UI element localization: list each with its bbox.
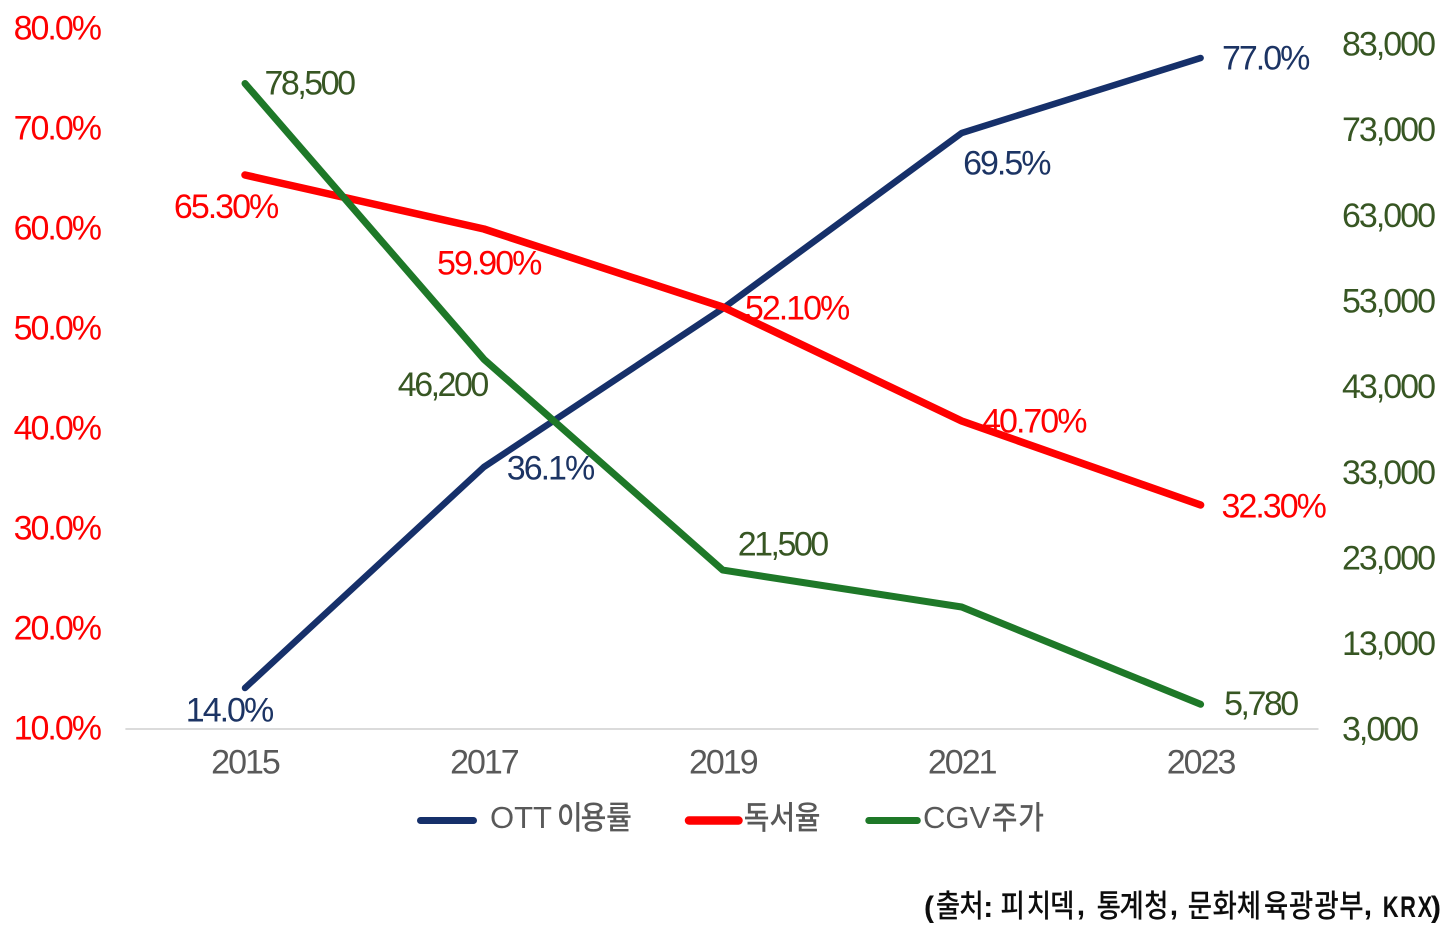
svg-text:13,000: 13,000 — [1342, 625, 1435, 663]
svg-text:50.0%: 50.0% — [14, 310, 102, 348]
svg-text:30.0%: 30.0% — [14, 510, 102, 548]
svg-text:83,000: 83,000 — [1342, 26, 1435, 64]
svg-text:2023: 2023 — [1167, 744, 1236, 782]
svg-text:43,000: 43,000 — [1342, 368, 1435, 406]
svg-text:59.90%: 59.90% — [437, 245, 542, 283]
svg-text:2015: 2015 — [211, 744, 280, 782]
svg-text:73,000: 73,000 — [1342, 111, 1435, 149]
svg-text::: : — [983, 891, 993, 924]
svg-text:70.0%: 70.0% — [14, 110, 102, 148]
svg-text:CGV: CGV — [923, 800, 991, 835]
svg-text:63,000: 63,000 — [1342, 197, 1435, 235]
svg-text:2021: 2021 — [928, 744, 997, 782]
svg-text:,: , — [1364, 889, 1372, 922]
svg-text:60.0%: 60.0% — [14, 210, 102, 248]
svg-text:78,500: 78,500 — [265, 64, 356, 102]
svg-text:23,000: 23,000 — [1342, 539, 1435, 577]
svg-text:52.10%: 52.10% — [745, 290, 850, 328]
svg-text:20.0%: 20.0% — [14, 610, 102, 648]
svg-text:40.0%: 40.0% — [14, 410, 102, 448]
svg-text:,: , — [1077, 889, 1085, 922]
svg-text:77.0%: 77.0% — [1222, 40, 1310, 78]
svg-text:40.70%: 40.70% — [982, 403, 1087, 441]
svg-text:,: , — [1170, 889, 1178, 922]
svg-text:46,200: 46,200 — [398, 366, 489, 404]
svg-text:21,500: 21,500 — [738, 525, 829, 563]
svg-text:14.0%: 14.0% — [186, 692, 274, 730]
svg-text:(: ( — [924, 891, 934, 924]
svg-text:69.5%: 69.5% — [963, 145, 1051, 183]
svg-text:3,000: 3,000 — [1342, 711, 1418, 749]
svg-text:33,000: 33,000 — [1342, 454, 1435, 492]
svg-text:OTT: OTT — [490, 800, 552, 835]
svg-text:10.0%: 10.0% — [14, 710, 102, 748]
svg-text:32.30%: 32.30% — [1222, 488, 1327, 526]
svg-text:53,000: 53,000 — [1342, 282, 1435, 320]
svg-text:2017: 2017 — [450, 744, 519, 782]
svg-text:5,780: 5,780 — [1224, 685, 1298, 723]
svg-text:2019: 2019 — [689, 744, 758, 782]
svg-text:KRX: KRX — [1383, 890, 1434, 924]
svg-text:65.30%: 65.30% — [174, 188, 279, 226]
svg-text:80.0%: 80.0% — [14, 10, 102, 48]
svg-text:36.1%: 36.1% — [507, 449, 595, 487]
svg-text:): ) — [1431, 891, 1441, 924]
